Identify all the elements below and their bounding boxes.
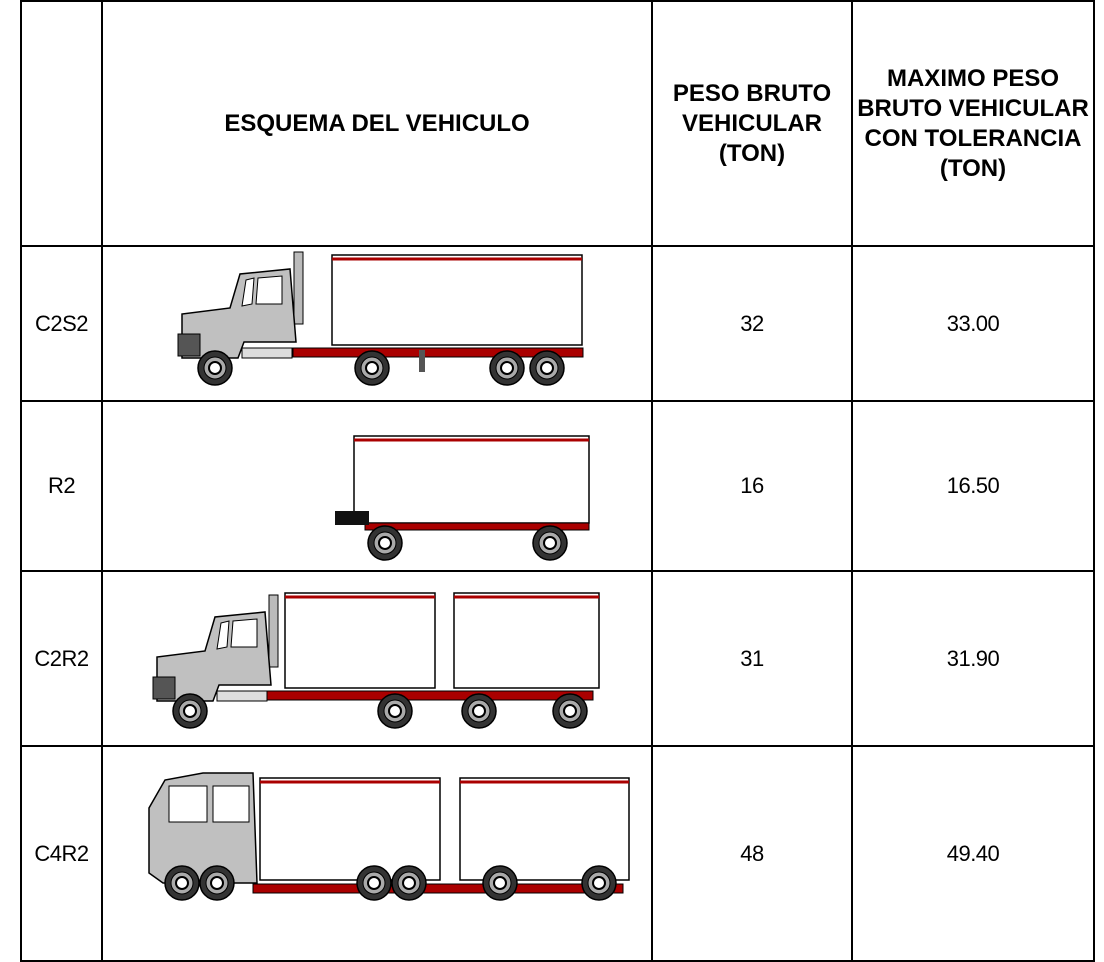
row: C4R2 48 49.40 — [20, 745, 1095, 962]
code: C4R2 — [20, 745, 103, 962]
vehicle-table: ESQUEMA DEL VEHICULO PESO BRUTO VEHICULA… — [20, 0, 1095, 962]
peso: 32 — [651, 245, 853, 402]
row: C2S2 32 33.00 — [20, 245, 1095, 402]
diagram-cell — [101, 245, 653, 402]
vehicle-diagram — [152, 592, 600, 729]
header-row: ESQUEMA DEL VEHICULO PESO BRUTO VEHICULA… — [20, 0, 1095, 247]
row: R2 16 16.50 — [20, 400, 1095, 572]
header-cell: ESQUEMA DEL VEHICULO — [101, 0, 653, 247]
diagram-cell — [101, 745, 653, 962]
code: C2R2 — [20, 570, 103, 747]
maximo: 31.90 — [851, 570, 1095, 747]
header-cell: PESO BRUTO VEHICULAR (TON) — [651, 0, 853, 247]
code: C2S2 — [20, 245, 103, 402]
peso: 16 — [651, 400, 853, 572]
peso: 48 — [651, 745, 853, 962]
vehicle-diagram — [177, 251, 584, 386]
row: C2R2 31 31.90 — [20, 570, 1095, 747]
code: R2 — [20, 400, 103, 572]
vehicle-diagram — [148, 772, 630, 901]
maximo: 49.40 — [851, 745, 1095, 962]
diagram-cell — [101, 400, 653, 572]
peso: 31 — [651, 570, 853, 747]
vehicle-diagram — [335, 435, 590, 561]
header-cell — [20, 0, 103, 247]
diagram-cell — [101, 570, 653, 747]
maximo: 16.50 — [851, 400, 1095, 572]
maximo: 33.00 — [851, 245, 1095, 402]
header-cell: MAXIMO PESO BRUTO VEHICULAR CON TOLERANC… — [851, 0, 1095, 247]
